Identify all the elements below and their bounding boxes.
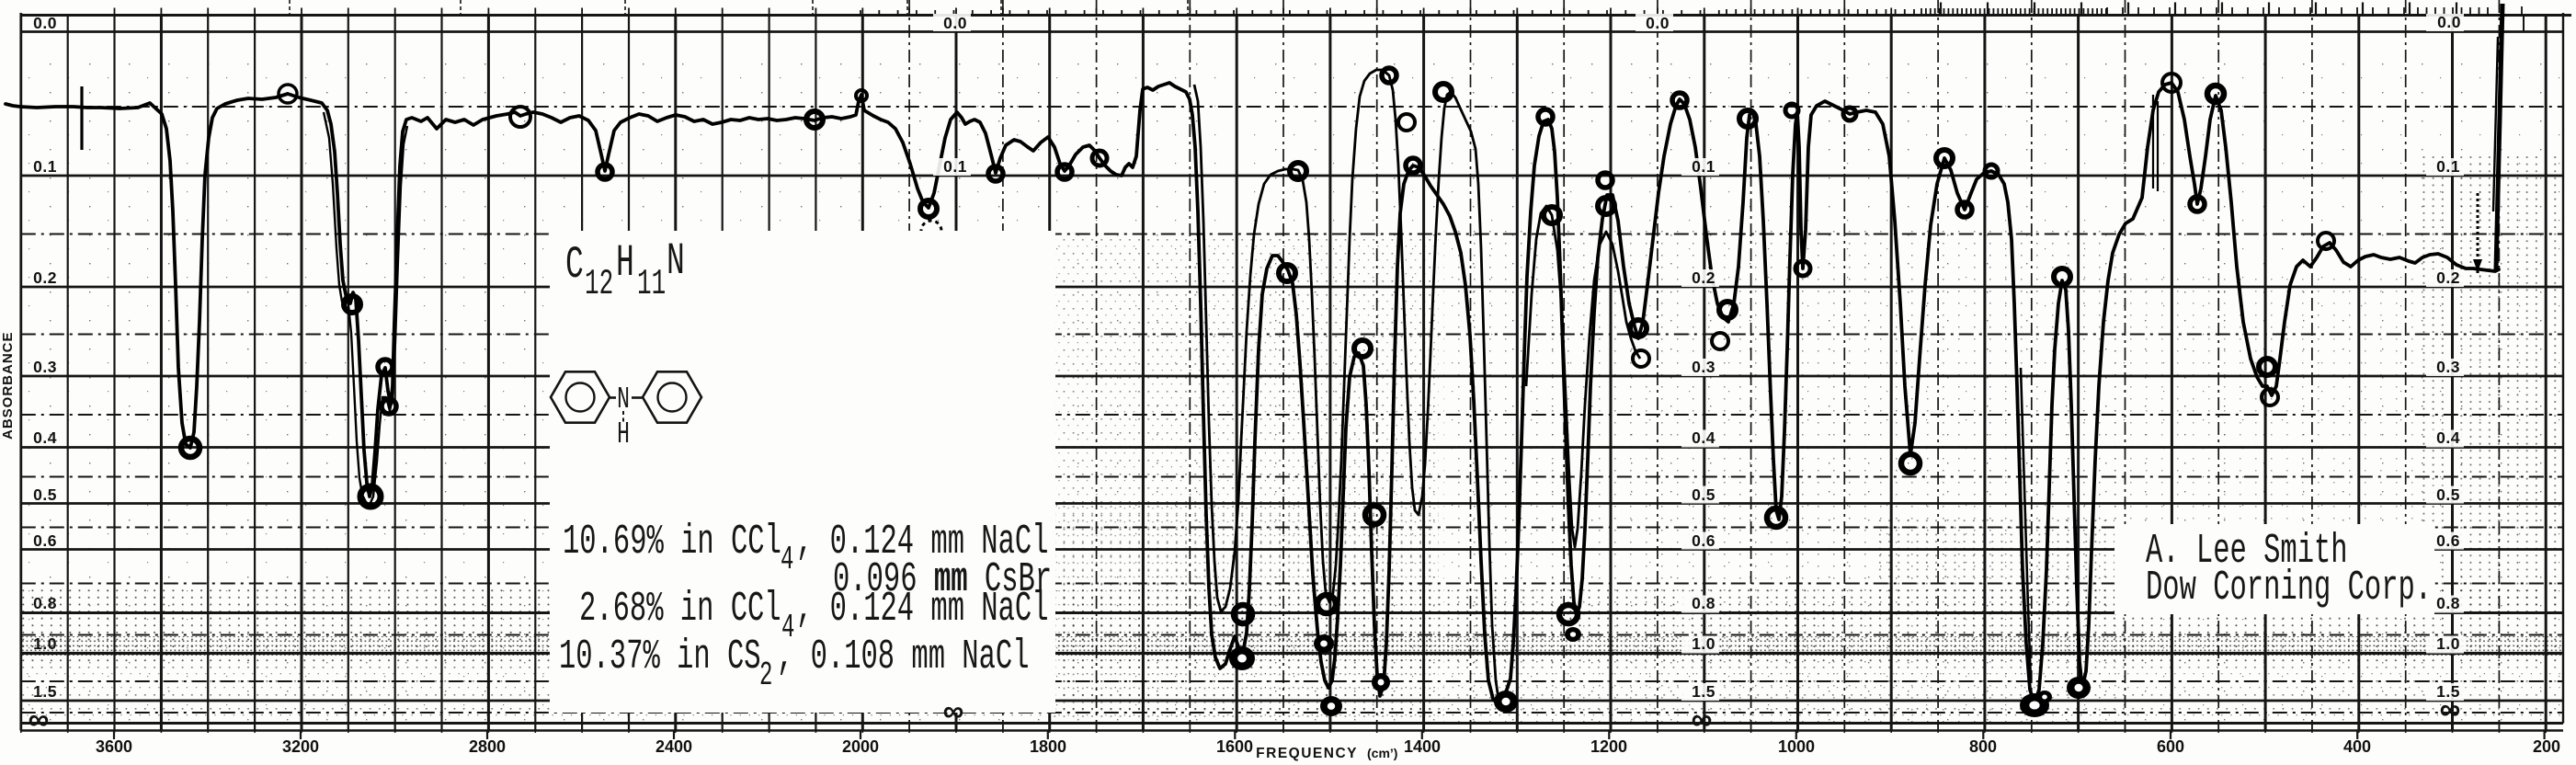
svg-text:2000: 2000: [842, 737, 879, 756]
svg-text:4: 4: [781, 542, 793, 579]
svg-text:(cm’): (cm’): [1367, 746, 1397, 760]
svg-text:0.2: 0.2: [2436, 268, 2460, 287]
svg-text:ABSORBANCE: ABSORBANCE: [0, 331, 16, 440]
svg-text:0.6: 0.6: [33, 531, 57, 550]
svg-text:10.69% in CCl: 10.69% in CCl: [563, 518, 781, 565]
svg-text:0.4: 0.4: [2436, 428, 2460, 447]
svg-text:0.2: 0.2: [1692, 268, 1715, 287]
svg-text:2.68% in CCl: 2.68% in CCl: [579, 585, 781, 633]
svg-text:400: 400: [2343, 737, 2371, 756]
svg-text:0.5: 0.5: [2436, 485, 2460, 504]
svg-text:, 0.124 mm NaCl: , 0.124 mm NaCl: [796, 585, 1049, 633]
svg-text:0.5: 0.5: [33, 485, 57, 504]
svg-text:∞: ∞: [2440, 692, 2461, 725]
svg-text:0.5: 0.5: [1692, 485, 1715, 504]
svg-text:2800: 2800: [469, 737, 506, 756]
svg-text:0.8: 0.8: [1692, 594, 1715, 612]
svg-text:FREQUENCY: FREQUENCY: [1256, 746, 1358, 761]
svg-text:10.37% in CS: 10.37% in CS: [559, 633, 761, 680]
svg-text:0.1: 0.1: [943, 157, 967, 176]
svg-text:H: H: [616, 237, 634, 289]
svg-text:, 0.124 mm NaCl: , 0.124 mm NaCl: [796, 518, 1049, 565]
svg-text:H: H: [617, 417, 630, 451]
svg-text:12: 12: [585, 263, 613, 304]
svg-text:0.1: 0.1: [33, 157, 57, 176]
svg-text:1.0: 1.0: [2436, 634, 2460, 653]
svg-text:0.3: 0.3: [1692, 358, 1715, 376]
svg-text:0.0: 0.0: [1646, 14, 1670, 32]
svg-text:0.4: 0.4: [1692, 428, 1715, 447]
svg-text:0.8: 0.8: [33, 594, 57, 612]
svg-text:0.1: 0.1: [2436, 157, 2460, 176]
svg-text:200: 200: [2533, 737, 2560, 756]
svg-text:0.4: 0.4: [33, 428, 57, 447]
svg-text:0.6: 0.6: [1692, 531, 1715, 550]
svg-text:1400: 1400: [1404, 737, 1441, 756]
svg-text:3600: 3600: [96, 737, 132, 756]
svg-text:0.0: 0.0: [2437, 13, 2461, 31]
svg-text:N: N: [667, 235, 685, 287]
svg-text:0.3: 0.3: [33, 358, 57, 376]
svg-text:0.0: 0.0: [943, 14, 967, 32]
svg-text:1.5: 1.5: [33, 682, 57, 701]
svg-text:Dow Corning Corp.: Dow Corning Corp.: [2146, 564, 2432, 611]
svg-text:N: N: [617, 382, 630, 417]
svg-text:800: 800: [1969, 737, 1997, 756]
svg-text:1.0: 1.0: [33, 634, 57, 653]
svg-text:C: C: [565, 239, 584, 291]
svg-text:mm CsBr: mm CsBr: [934, 555, 1052, 603]
svg-text:0.8: 0.8: [2436, 594, 2460, 612]
svg-text:0.2: 0.2: [33, 268, 57, 287]
svg-text:0.3: 0.3: [2436, 358, 2460, 376]
svg-text:1000: 1000: [1778, 737, 1815, 756]
svg-text:600: 600: [2157, 737, 2184, 756]
svg-text:0.1: 0.1: [1692, 157, 1715, 176]
svg-text:2400: 2400: [655, 737, 692, 756]
svg-text:∞: ∞: [943, 694, 964, 727]
svg-text:A. Lee Smith: A. Lee Smith: [2146, 527, 2348, 575]
svg-text:, 0.108 mm NaCl: , 0.108 mm NaCl: [777, 633, 1030, 680]
svg-text:4: 4: [781, 611, 794, 647]
svg-text:1200: 1200: [1590, 737, 1627, 756]
svg-text:1800: 1800: [1030, 737, 1066, 756]
svg-text:∞: ∞: [1692, 702, 1713, 736]
svg-text:1.0: 1.0: [1692, 634, 1715, 653]
svg-text:1.5: 1.5: [2436, 682, 2460, 701]
svg-text:11: 11: [637, 263, 666, 304]
svg-text:1600: 1600: [1216, 737, 1253, 756]
svg-text:0.0: 0.0: [33, 14, 57, 32]
svg-text:∞: ∞: [28, 702, 50, 736]
svg-text:2: 2: [759, 658, 772, 695]
svg-text:0.6: 0.6: [2436, 531, 2460, 550]
svg-text:1.5: 1.5: [1692, 682, 1715, 701]
svg-text:3200: 3200: [282, 737, 319, 756]
svg-text:0.096: 0.096: [833, 555, 918, 603]
